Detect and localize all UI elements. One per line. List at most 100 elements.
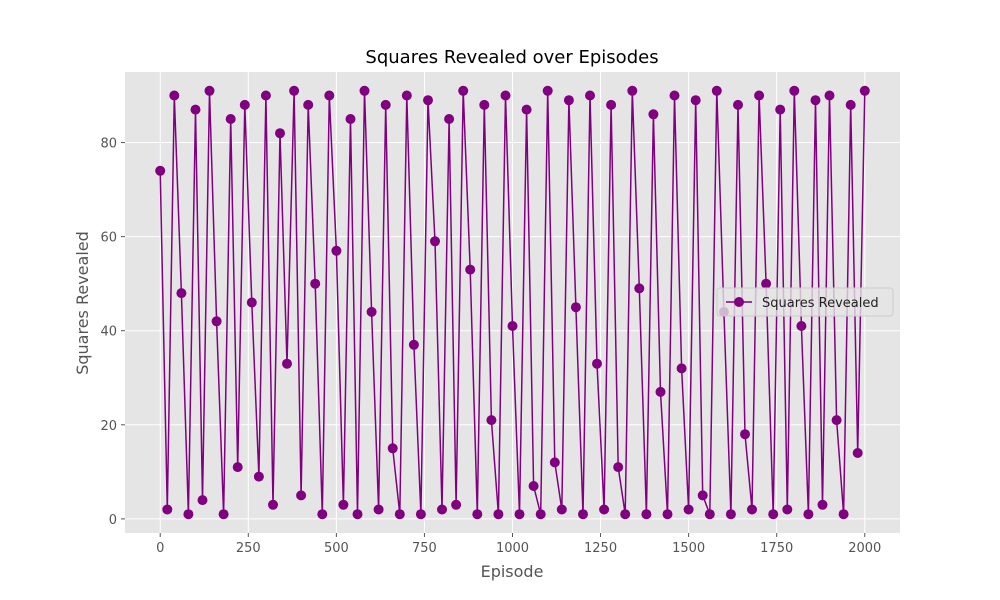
data-point [725,509,736,520]
data-point [437,504,447,515]
data-point [218,509,229,520]
x-tick-label: 0 [156,541,164,556]
data-point [176,288,187,299]
data-point [563,95,574,106]
data-point [535,509,546,520]
data-point [549,457,560,468]
data-point [324,90,335,101]
data-point [852,448,863,458]
data-point [183,509,194,520]
data-point [620,509,631,520]
data-point [331,245,342,256]
data-point [486,415,497,426]
data-point [711,85,722,96]
data-point [155,165,166,176]
data-point [570,302,581,313]
data-point [789,85,800,96]
data-point [338,499,349,510]
data-point [838,509,849,520]
x-tick-label: 250 [236,541,261,556]
data-point [225,114,236,124]
data-point [458,85,469,96]
data-point [507,321,518,331]
data-point [253,471,264,482]
data-point [430,236,440,247]
y-axis-label: Squares Revealed [73,231,92,375]
data-point [239,99,250,110]
x-tick-label: 1250 [584,541,617,556]
data-point [585,90,595,101]
data-point [204,85,215,96]
x-tick-label: 2000 [848,541,881,556]
data-point [401,90,412,101]
data-point [373,504,384,515]
data-point [740,429,750,440]
data-point [817,499,828,510]
data-point [761,278,772,289]
data-point [810,95,821,106]
y-tick-label: 40 [100,325,117,340]
data-point [782,504,793,515]
data-point [387,443,398,454]
data-point [451,499,462,510]
data-point [845,99,856,110]
axis-ticks: 0 250 500 750 1000 1250 1500 1750 2000 0 20 40 60 80 [100,137,881,556]
x-tick-label: 500 [324,541,349,556]
data-point [662,509,673,520]
data-point [521,104,532,115]
data-point [190,104,201,115]
data-point [296,490,307,501]
data-point [444,114,455,124]
data-point [733,99,743,110]
data-point [303,99,314,110]
data-point [556,504,567,515]
data-point [634,283,645,294]
data-point [246,297,257,308]
data-point [289,85,300,96]
data-point [754,90,765,101]
data-point [514,509,525,520]
data-point [268,499,278,510]
data-point [162,504,173,515]
data-point [500,90,511,101]
data-point [197,495,208,506]
data-point [394,509,405,520]
data-point [366,306,377,317]
data-point [697,490,708,501]
data-point [704,509,715,520]
data-point [423,95,433,106]
data-point [592,358,602,369]
data-point [211,316,222,327]
data-point [472,509,483,520]
data-point [310,278,321,289]
data-point [345,114,356,124]
data-point [352,509,363,520]
data-point [655,386,666,397]
x-axis-label: Episode [481,562,544,581]
x-tick-label: 750 [412,541,437,556]
legend: Squares Revealed [716,287,894,317]
series-layer [155,85,870,520]
data-point [606,99,617,110]
data-point [493,509,504,520]
data-point [775,104,786,115]
y-tick-label: 60 [100,231,117,246]
data-point [641,509,652,520]
data-point [824,90,835,101]
data-point [380,99,391,110]
x-tick-label: 1000 [496,541,529,556]
data-point [613,462,624,473]
data-point [676,363,687,374]
legend-marker-swatch [734,297,744,307]
x-tick-label: 1750 [760,541,793,556]
data-point [690,95,701,106]
data-point [465,264,476,275]
data-point [415,509,426,520]
data-point [275,128,285,139]
y-tick-label: 80 [100,137,117,152]
data-point [768,509,779,520]
y-tick-label: 0 [109,513,117,528]
data-point [578,509,588,520]
data-point [528,481,539,491]
